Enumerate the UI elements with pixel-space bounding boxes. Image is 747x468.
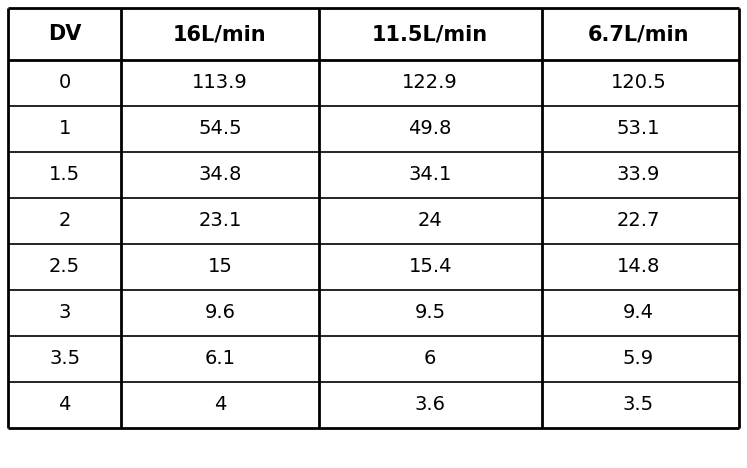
Text: 22.7: 22.7	[617, 212, 660, 231]
Text: 113.9: 113.9	[192, 73, 248, 93]
Text: 4: 4	[58, 395, 71, 415]
Text: 16L/min: 16L/min	[173, 24, 267, 44]
Text: 5.9: 5.9	[623, 350, 654, 368]
Text: 24: 24	[418, 212, 442, 231]
Text: 9.5: 9.5	[415, 304, 446, 322]
Text: 4: 4	[214, 395, 226, 415]
Text: 54.5: 54.5	[198, 119, 242, 139]
Text: 49.8: 49.8	[409, 119, 452, 139]
Text: DV: DV	[48, 24, 81, 44]
Text: 34.1: 34.1	[409, 166, 452, 184]
Text: 23.1: 23.1	[198, 212, 242, 231]
Text: 120.5: 120.5	[610, 73, 666, 93]
Text: 53.1: 53.1	[617, 119, 660, 139]
Text: 9.6: 9.6	[205, 304, 235, 322]
Text: 9.4: 9.4	[623, 304, 654, 322]
Text: 15: 15	[208, 257, 232, 277]
Text: 33.9: 33.9	[617, 166, 660, 184]
Text: 1.5: 1.5	[49, 166, 80, 184]
Text: 15.4: 15.4	[409, 257, 452, 277]
Text: 3.6: 3.6	[415, 395, 446, 415]
Text: 6.7L/min: 6.7L/min	[588, 24, 689, 44]
Text: 0: 0	[58, 73, 71, 93]
Text: 3.5: 3.5	[49, 350, 80, 368]
Text: 14.8: 14.8	[617, 257, 660, 277]
Text: 6: 6	[424, 350, 436, 368]
Text: 122.9: 122.9	[403, 73, 458, 93]
Text: 6.1: 6.1	[205, 350, 235, 368]
Text: 11.5L/min: 11.5L/min	[372, 24, 489, 44]
Text: 1: 1	[58, 119, 71, 139]
Text: 2: 2	[58, 212, 71, 231]
Text: 2.5: 2.5	[49, 257, 80, 277]
Text: 3: 3	[58, 304, 71, 322]
Text: 3.5: 3.5	[623, 395, 654, 415]
Text: 34.8: 34.8	[198, 166, 242, 184]
